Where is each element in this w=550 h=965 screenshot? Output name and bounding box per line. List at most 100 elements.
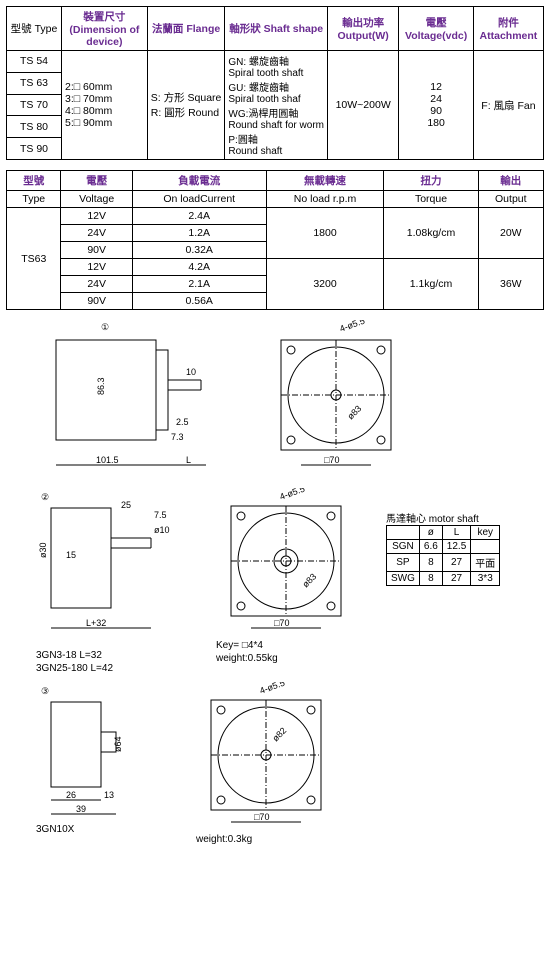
t1-type-4: TS 90 <box>7 138 62 160</box>
diagram-2-front: 4-ø5.5 ø83 □70 <box>216 488 356 638</box>
ms-12: 27 <box>442 554 470 572</box>
t2-r4-v: 24V <box>61 276 132 293</box>
t2-r4-c: 2.1A <box>132 276 266 293</box>
spec-table-1: 型號 Type 裝置尺寸 (Dimension of device) 法蘭面 F… <box>6 6 544 160</box>
svg-text:86.3: 86.3 <box>96 377 106 395</box>
t2-tq-1: 1.1kg/cm <box>384 259 478 310</box>
svg-text:7.5: 7.5 <box>154 510 167 520</box>
ms-02: 12.5 <box>442 540 470 554</box>
svg-text:L+32: L+32 <box>86 618 106 628</box>
d2-model1: 3GN3-18 L=32 <box>36 650 186 661</box>
t1-attach: F: 風扇 Fan <box>473 51 543 160</box>
svg-text:ø64: ø64 <box>113 736 123 752</box>
t2-r1-c: 1.2A <box>132 225 266 242</box>
t1-type-2: TS 70 <box>7 94 62 116</box>
t1-type-1: TS 63 <box>7 72 62 94</box>
t2-hcn-1: 電壓 <box>61 171 132 191</box>
ms-21: 8 <box>419 572 442 586</box>
t2-r2-v: 90V <box>61 242 132 259</box>
svg-text:L: L <box>186 455 191 465</box>
svg-text:15: 15 <box>66 550 76 560</box>
svg-text:4-ø5.5: 4-ø5.5 <box>338 320 366 334</box>
t2-hen-0: Type <box>7 191 61 208</box>
d2-model2: 3GN25-180 L=42 <box>36 663 186 674</box>
t1-h-volt: 電壓 Voltage(vdc) <box>399 7 474 51</box>
svg-text:25: 25 <box>121 500 131 510</box>
t2-out-1: 36W <box>478 259 543 310</box>
ms-23: 3*3 <box>471 572 500 586</box>
svg-text:101.5: 101.5 <box>96 455 119 465</box>
spec-table-2: 型號 電壓 負載電流 無載轉速 扭力 輸出 Type Voltage On lo… <box>6 170 544 310</box>
ms-03 <box>471 540 500 554</box>
t2-r1-v: 24V <box>61 225 132 242</box>
t2-hen-5: Output <box>478 191 543 208</box>
d2-key: Key= □4*4 <box>216 640 356 651</box>
svg-text:①: ① <box>101 322 109 332</box>
t2-model: TS63 <box>7 208 61 310</box>
t1-volt: 12 24 90 180 <box>399 51 474 160</box>
svg-text:13: 13 <box>104 790 114 800</box>
t2-r5-v: 90V <box>61 293 132 310</box>
t1-h-shaft: 軸形狀 Shaft shape <box>225 7 328 51</box>
t1-h-dim: 裝置尺寸 (Dimension of device) <box>62 7 148 51</box>
t2-hcn-4: 扭力 <box>384 171 478 191</box>
t1-type-3: TS 80 <box>7 116 62 138</box>
diagram-2-side: ② 25 7.5 ø10 ø30 15 L+32 <box>36 488 186 648</box>
ms-01: 6.6 <box>419 540 442 554</box>
ms-00: SGN <box>387 540 420 554</box>
ms-22: 27 <box>442 572 470 586</box>
t2-r3-v: 12V <box>61 259 132 276</box>
t2-r0-c: 2.4A <box>132 208 266 225</box>
t1-h-flange: 法蘭面 Flange <box>147 7 225 51</box>
ms-11: 8 <box>419 554 442 572</box>
motorshaft-title: 馬達軸心 motor shaft <box>386 510 500 525</box>
t1-h-type: 型號 Type <box>7 7 62 51</box>
t2-tq-0: 1.08kg/cm <box>384 208 478 259</box>
t2-rpm-0: 1800 <box>266 208 384 259</box>
t2-hen-3: No load r.p.m <box>266 191 384 208</box>
d3-weight: weight:0.3kg <box>196 834 336 845</box>
diagram-3-front: 4-ø5.5 ø82 □70 <box>196 682 336 832</box>
svg-text:ø82: ø82 <box>270 725 288 743</box>
d2-weight: weight:0.55kg <box>216 653 356 664</box>
t2-hcn-5: 輸出 <box>478 171 543 191</box>
diagram-1-front: 4-ø5.5 ø83 □70 <box>266 320 406 480</box>
t1-type-0: TS 54 <box>7 51 62 73</box>
svg-text:4-ø5.5: 4-ø5.5 <box>258 682 286 696</box>
svg-text:7.3: 7.3 <box>171 432 184 442</box>
ms-h1: ø <box>419 526 442 540</box>
ms-h0 <box>387 526 420 540</box>
svg-text:4-ø5.5: 4-ø5.5 <box>278 488 306 502</box>
ms-13: 平面 <box>471 554 500 572</box>
svg-text:②: ② <box>41 492 49 502</box>
svg-text:ø30: ø30 <box>38 542 48 558</box>
svg-text:ø83: ø83 <box>345 403 363 421</box>
t2-r0-v: 12V <box>61 208 132 225</box>
diagram-3-side: ③ ø64 26 13 39 <box>36 682 166 822</box>
svg-text:ø83: ø83 <box>300 571 318 589</box>
t2-hcn-3: 無載轉速 <box>266 171 384 191</box>
diagram-area: ① 86.3 10 2.5 7.3 101.5 L 4-ø5.5 ø83 □70… <box>6 320 544 845</box>
svg-text:ø10: ø10 <box>154 525 170 535</box>
svg-text:□70: □70 <box>254 812 269 822</box>
t1-h-output: 輸出功率 Output(W) <box>328 7 399 51</box>
t2-hcn-2: 負載電流 <box>132 171 266 191</box>
diagram-1-side: ① 86.3 10 2.5 7.3 101.5 L <box>36 320 236 480</box>
svg-text:□70: □70 <box>324 455 339 465</box>
ms-20: SWG <box>387 572 420 586</box>
svg-text:10: 10 <box>186 367 196 377</box>
t1-flange: S: 方形 Square R: 圓形 Round <box>147 51 225 160</box>
t2-hen-4: Torque <box>384 191 478 208</box>
t2-hcn-0: 型號 <box>7 171 61 191</box>
t2-hen-2: On loadCurrent <box>132 191 266 208</box>
svg-text:③: ③ <box>41 686 49 696</box>
t1-shaft: GN: 螺旋齒軸 Spiral tooth shaft GU: 螺旋齒軸 Spi… <box>225 51 328 160</box>
ms-h3: key <box>471 526 500 540</box>
t2-rpm-1: 3200 <box>266 259 384 310</box>
t2-r5-c: 0.56A <box>132 293 266 310</box>
t2-r3-c: 4.2A <box>132 259 266 276</box>
t1-h-attach: 附件 Attachment <box>473 7 543 51</box>
svg-text:□70: □70 <box>274 618 289 628</box>
svg-text:2.5: 2.5 <box>176 417 189 427</box>
t2-hen-1: Voltage <box>61 191 132 208</box>
